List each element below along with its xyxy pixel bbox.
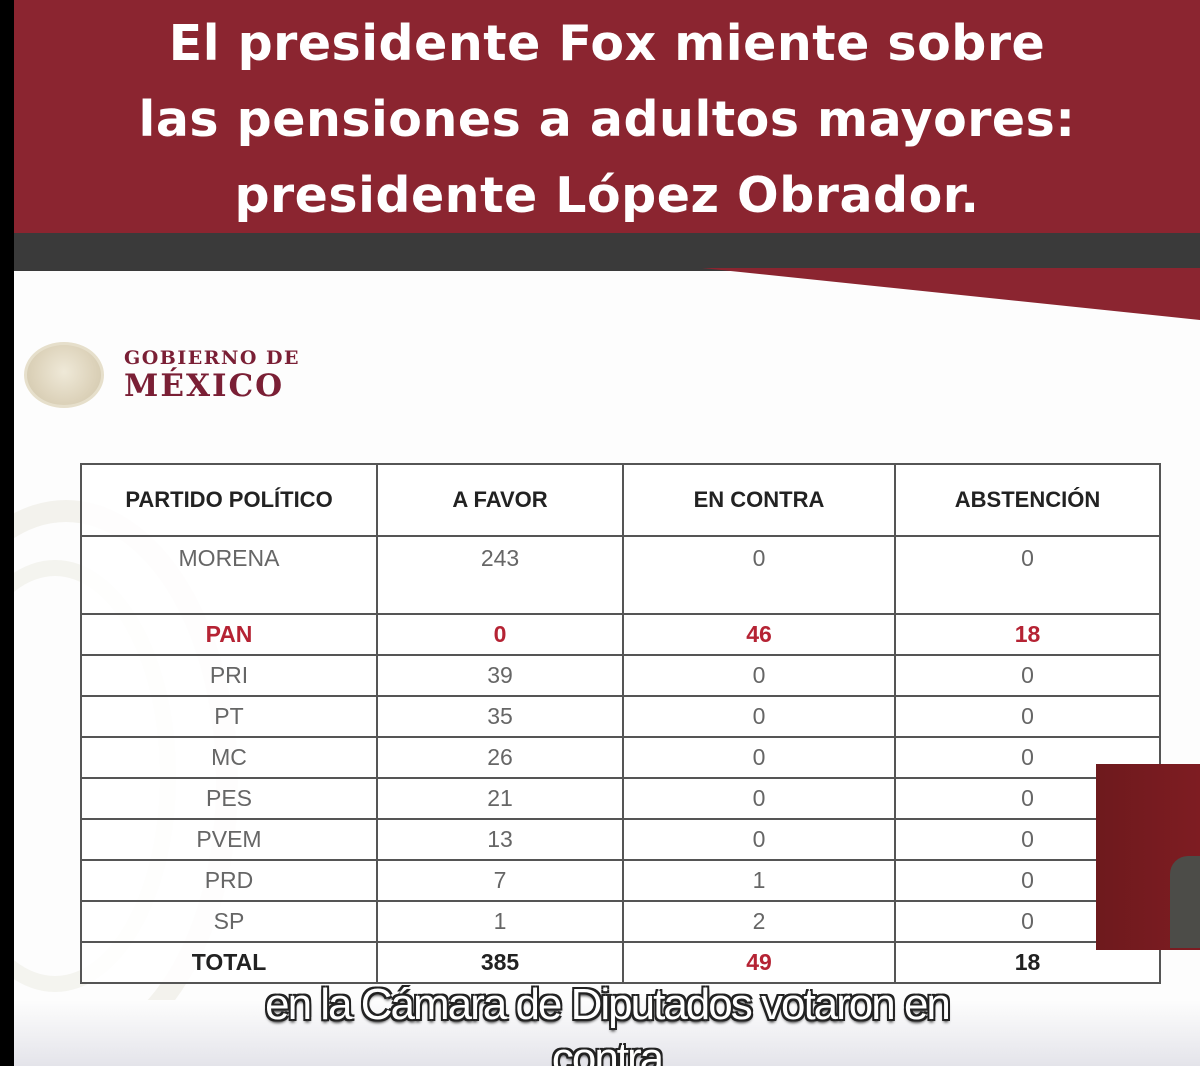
cell-contra: 0 — [622, 654, 896, 697]
national-seal-icon — [24, 342, 104, 408]
table-row: PES 21 0 0 — [80, 777, 1161, 820]
table-row: MC 26 0 0 — [80, 736, 1161, 779]
cell-party: PT — [80, 695, 378, 738]
cell-abstencion: 18 — [894, 613, 1161, 656]
cell-contra: 1 — [622, 859, 896, 902]
logo-line-1: GOBIERNO DE — [124, 347, 300, 369]
header-party: PARTIDO POLÍTICO — [80, 463, 378, 537]
table-row: MORENA 243 0 0 — [80, 535, 1161, 615]
cell-party: SP — [80, 900, 378, 943]
cell-abstencion: 0 — [894, 654, 1161, 697]
cell-contra: 0 — [622, 535, 896, 615]
cell-contra: 0 — [622, 736, 896, 779]
cell-party: PAN — [80, 613, 378, 656]
cell-party: PRD — [80, 859, 378, 902]
cell-favor: 7 — [376, 859, 624, 902]
red-wedge-decoration — [701, 268, 1200, 320]
header-abstencion: ABSTENCIÓN — [894, 463, 1161, 537]
gobierno-mexico-logo: GOBIERNO DE MÉXICO — [24, 342, 300, 408]
table-row: PRI 39 0 0 — [80, 654, 1161, 697]
cell-party: PRI — [80, 654, 378, 697]
logo-line-2: MÉXICO — [124, 368, 285, 404]
divider-band — [14, 233, 1200, 271]
headline-title: El presidente Fox miente sobre las pensi… — [14, 6, 1200, 234]
cell-favor: 385 — [376, 941, 624, 984]
cell-contra: 46 — [622, 613, 896, 656]
headline-line-2: las pensiones a adultos mayores: — [138, 91, 1076, 148]
cell-party: TOTAL — [80, 941, 378, 984]
cell-abstencion: 0 — [894, 695, 1161, 738]
caption-line-2: contra — [551, 1034, 664, 1066]
cell-abstencion: 0 — [894, 535, 1161, 615]
cell-favor: 1 — [376, 900, 624, 943]
header-favor: A FAVOR — [376, 463, 624, 537]
cell-contra: 49 — [622, 941, 896, 984]
header-contra: EN CONTRA — [622, 463, 896, 537]
cell-favor: 13 — [376, 818, 624, 861]
table-row: SP 1 2 0 — [80, 900, 1161, 943]
table-row: PVEM 13 0 0 — [80, 818, 1161, 861]
table-row: PRD 7 1 0 — [80, 859, 1161, 902]
cell-favor: 0 — [376, 613, 624, 656]
cell-party: PVEM — [80, 818, 378, 861]
caption-line-1: en la Cámara de Diputados votaron en — [265, 980, 951, 1029]
cell-favor: 21 — [376, 777, 624, 820]
cell-contra: 0 — [622, 818, 896, 861]
cell-favor: 35 — [376, 695, 624, 738]
table-header-row: PARTIDO POLÍTICO A FAVOR EN CONTRA ABSTE… — [80, 463, 1161, 537]
cell-contra: 0 — [622, 695, 896, 738]
table-row-highlighted: PAN 0 46 18 — [80, 613, 1161, 656]
cell-favor: 26 — [376, 736, 624, 779]
sign-language-interpreter-inset — [1096, 764, 1200, 950]
headline-line-1: El presidente Fox miente sobre — [168, 15, 1046, 72]
cell-party: MORENA — [80, 535, 378, 615]
table-row: PT 35 0 0 — [80, 695, 1161, 738]
interpreter-figure — [1170, 856, 1200, 948]
cell-favor: 243 — [376, 535, 624, 615]
cell-party: PES — [80, 777, 378, 820]
cell-abstencion: 0 — [894, 736, 1161, 779]
cell-party: MC — [80, 736, 378, 779]
headline-banner: El presidente Fox miente sobre las pensi… — [14, 0, 1200, 240]
cell-contra: 0 — [622, 777, 896, 820]
bottom-gradient — [14, 1000, 1200, 1066]
cell-favor: 39 — [376, 654, 624, 697]
table-total-row: TOTAL 385 49 18 — [80, 941, 1161, 984]
video-frame: El presidente Fox miente sobre las pensi… — [14, 0, 1200, 1066]
caption-subtitle: en la Cámara de Diputados votaron en con… — [14, 978, 1200, 1066]
votes-table: PARTIDO POLÍTICO A FAVOR EN CONTRA ABSTE… — [80, 463, 1161, 984]
cell-contra: 2 — [622, 900, 896, 943]
headline-line-3: presidente López Obrador. — [234, 167, 980, 224]
